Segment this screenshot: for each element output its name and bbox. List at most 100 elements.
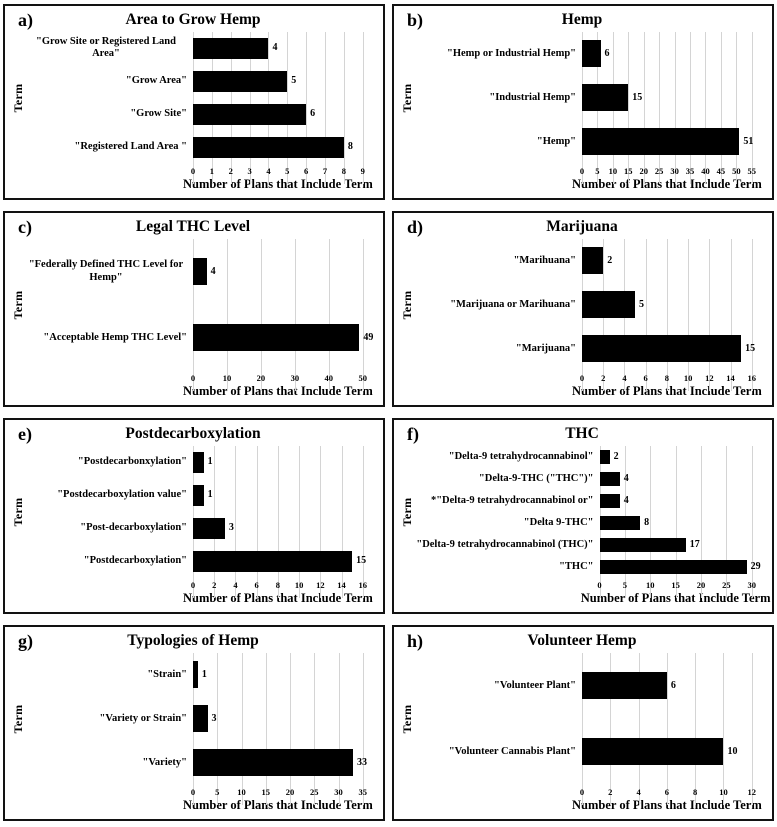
x-tick-label: 14 xyxy=(337,580,346,590)
x-tick-label: 55 xyxy=(747,166,757,176)
gridline xyxy=(306,31,308,184)
x-axis-ticks: 0 2 4 6 8 10 12 14 16 xyxy=(580,371,756,385)
value-label: 4 xyxy=(623,472,629,484)
bar-row: "Grow Area" 5 xyxy=(25,65,375,98)
x-tick-label: 0 xyxy=(190,787,196,797)
category-label: "Marihuana" xyxy=(513,254,576,266)
gridline xyxy=(659,31,661,184)
bar-row: "Volunteer Plant" 6 xyxy=(414,653,764,719)
bar xyxy=(193,661,198,689)
category-label: "Delta 9-THC" xyxy=(523,516,594,528)
value-label: 8 xyxy=(644,516,650,528)
bar-cell: 29 xyxy=(599,560,761,574)
category-label: "Post-decarboxylation" xyxy=(80,522,187,534)
bar-cell: 5 xyxy=(582,291,752,319)
bar xyxy=(582,738,724,766)
value-label: 17 xyxy=(689,538,700,550)
x-tick-label: 20 xyxy=(256,373,266,383)
category-label: "Variety or Strain" xyxy=(99,712,188,724)
x-tick-label: 3 xyxy=(247,166,252,176)
category-label: "Marijuana" xyxy=(515,342,576,354)
x-tick-label: 50 xyxy=(358,373,368,383)
bar xyxy=(193,324,360,352)
bar xyxy=(582,291,636,319)
x-tick-label: 4 xyxy=(233,580,238,590)
bar-rows: "Delta-9 tetrahydrocannabinol" 2 "Delta-9-… xyxy=(414,444,764,578)
x-tick-label: 20 xyxy=(639,166,648,176)
category-label: "Registered Land Area " xyxy=(74,141,187,153)
x-tick-label: 20 xyxy=(696,580,706,590)
gridline xyxy=(328,238,330,391)
x-tick-label: 15 xyxy=(671,580,680,590)
value-label: 2 xyxy=(607,254,613,266)
gridline xyxy=(666,238,668,391)
x-tick-label: 8 xyxy=(341,166,346,176)
x-tick-label: 0 xyxy=(190,580,196,590)
chart-title-h: Volunteer Hemp xyxy=(527,632,637,649)
panel-f: f) THC Term "Delta-9 tetrahydrocannabino… xyxy=(392,418,774,614)
plot-area: "Volunteer Plant" 6 "Volunteer Cannabis Pl… xyxy=(414,651,764,816)
bar xyxy=(599,471,620,486)
bar-rows: "Postdecarbonxylation" 1 "Postdecarboxylat… xyxy=(25,444,375,578)
bar-cell: 2 xyxy=(599,449,752,464)
value-label: 3 xyxy=(211,712,217,724)
value-label: 15 xyxy=(632,91,643,103)
value-label: 4 xyxy=(272,42,278,54)
gridline xyxy=(362,652,364,805)
category-label: "Federally Defined THC Level for Hemp" xyxy=(28,259,184,283)
x-tick-label: 30 xyxy=(747,580,757,590)
x-axis-ticks: 0 5 10 15 20 25 30 35 40 45 50 55 xyxy=(580,164,756,178)
x-tick-label: 10 xyxy=(646,580,655,590)
category-label: "Delta-9 tetrahydrocannabinol (THC)" xyxy=(416,538,594,550)
x-tick-label: 5 xyxy=(622,580,627,590)
gridline xyxy=(241,652,243,805)
gridline xyxy=(325,31,327,184)
bar xyxy=(193,137,344,158)
bar-row: "Registered Land Area " 8 xyxy=(25,131,375,164)
bar-cell: 4 xyxy=(193,37,363,59)
x-tick-label: 30 xyxy=(670,166,679,176)
bar-row: "Industrial Hemp" 15 xyxy=(414,76,764,120)
x-tick-label: 7 xyxy=(322,166,328,176)
value-label: 1 xyxy=(207,456,213,468)
value-label: 49 xyxy=(363,331,374,343)
bar-cell: 8 xyxy=(193,137,363,158)
gridline xyxy=(343,31,345,184)
gridline xyxy=(751,238,753,391)
gridlines xyxy=(582,652,753,805)
gridline xyxy=(341,445,343,598)
bar-row: "Postdecarboxylation value" 1 xyxy=(25,479,375,512)
gridline xyxy=(675,445,677,598)
y-axis-label: Term xyxy=(400,498,414,527)
x-axis-label: Number of Plans that Include Term xyxy=(183,384,373,398)
bar-cell: 15 xyxy=(582,84,752,112)
y-axis-label: Term xyxy=(11,291,25,320)
value-label: 29 xyxy=(750,560,761,572)
gridline xyxy=(217,652,219,805)
panel-letter-b: b) xyxy=(407,10,424,30)
x-tick-label: 0 xyxy=(190,373,196,383)
panel-letter-d: d) xyxy=(407,217,424,237)
x-tick-label: 12 xyxy=(747,787,757,797)
x-axis-label: Number of Plans that Include Term xyxy=(572,798,762,812)
category-label: "Acceptable Hemp THC Level" xyxy=(43,331,187,343)
bar xyxy=(193,258,207,286)
bar xyxy=(193,451,204,473)
x-tick-label: 8 xyxy=(693,787,698,797)
x-tick-label: 50 xyxy=(732,166,741,176)
gridline xyxy=(709,238,711,391)
x-tick-label: 10 xyxy=(683,373,693,383)
panel-e: e) Postdecarboxylation Term "Postdecarbo… xyxy=(3,418,385,614)
bar-row: "Delta-9 tetrahydrocannabinol (THC)" 17 xyxy=(414,534,764,556)
x-tick-label: 0 xyxy=(597,580,602,590)
x-tick-label: 5 xyxy=(285,166,290,176)
gridline xyxy=(723,652,725,805)
bar-cell: 15 xyxy=(582,335,756,363)
category-label: "Hemp" xyxy=(536,135,576,147)
x-tick-label: 9 xyxy=(360,166,365,176)
category-label: "Postdecarbonxylation" xyxy=(77,456,187,468)
x-tick-label: 25 xyxy=(722,580,731,590)
bar xyxy=(193,104,307,125)
value-label: 15 xyxy=(745,342,756,354)
